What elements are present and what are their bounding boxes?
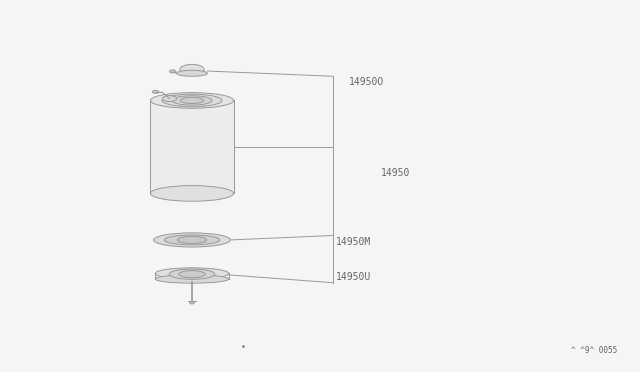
Bar	[150, 100, 234, 193]
Ellipse shape	[155, 275, 229, 283]
Text: ^ ^9^ 0055: ^ ^9^ 0055	[572, 346, 618, 355]
Ellipse shape	[163, 96, 177, 102]
Ellipse shape	[189, 302, 195, 304]
Ellipse shape	[154, 233, 230, 247]
Ellipse shape	[172, 96, 212, 105]
Ellipse shape	[169, 269, 215, 279]
Text: 14950O: 14950O	[349, 77, 384, 87]
Ellipse shape	[177, 70, 207, 76]
Ellipse shape	[164, 235, 220, 245]
Ellipse shape	[180, 64, 204, 75]
Ellipse shape	[177, 237, 207, 244]
Text: 14950: 14950	[381, 168, 410, 178]
Ellipse shape	[150, 93, 234, 108]
Ellipse shape	[180, 97, 204, 103]
Ellipse shape	[170, 70, 176, 73]
Ellipse shape	[162, 94, 222, 107]
Ellipse shape	[152, 90, 159, 93]
Ellipse shape	[150, 186, 234, 201]
Text: 14950M: 14950M	[336, 237, 371, 247]
Ellipse shape	[179, 271, 205, 278]
Text: 14950U: 14950U	[336, 272, 371, 282]
Ellipse shape	[155, 268, 229, 279]
